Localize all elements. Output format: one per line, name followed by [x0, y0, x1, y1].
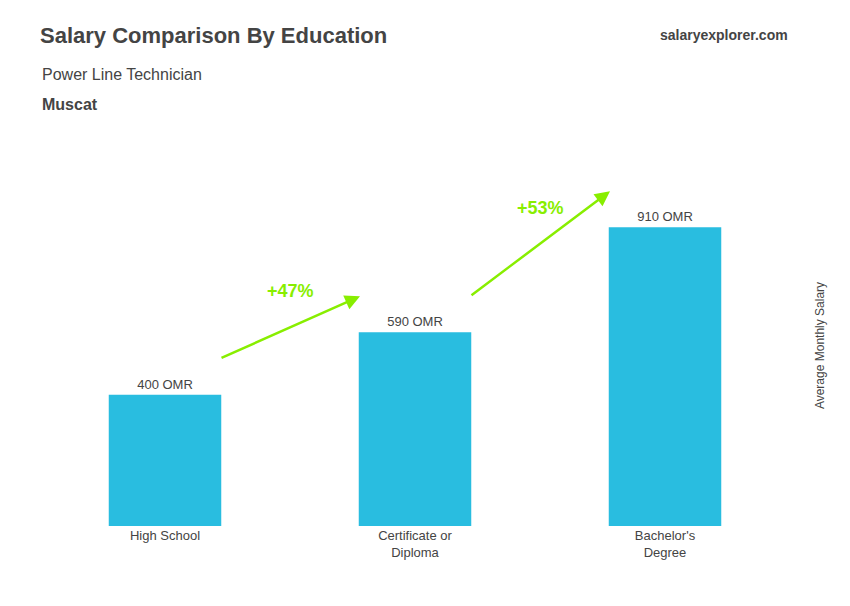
svg-text:Certificate orDiploma: Certificate orDiploma [378, 528, 452, 560]
svg-text:High School: High School [130, 528, 200, 543]
svg-text:Power Line Technician: Power Line Technician [42, 66, 202, 83]
svg-text:Bachelor'sDegree: Bachelor'sDegree [635, 528, 696, 560]
svg-text:+53%: +53% [517, 198, 564, 218]
svg-text:Muscat: Muscat [42, 96, 98, 113]
svg-text:400 OMR: 400 OMR [137, 377, 193, 392]
svg-text:salaryexplorer.com: salaryexplorer.com [660, 27, 788, 43]
svg-text:590 OMR: 590 OMR [387, 314, 443, 329]
svg-text:910 OMR: 910 OMR [637, 209, 693, 224]
svg-text:Salary Comparison By Education: Salary Comparison By Education [40, 23, 387, 48]
svg-text:Average Monthly Salary: Average Monthly Salary [813, 282, 827, 409]
svg-text:+47%: +47% [267, 281, 314, 301]
